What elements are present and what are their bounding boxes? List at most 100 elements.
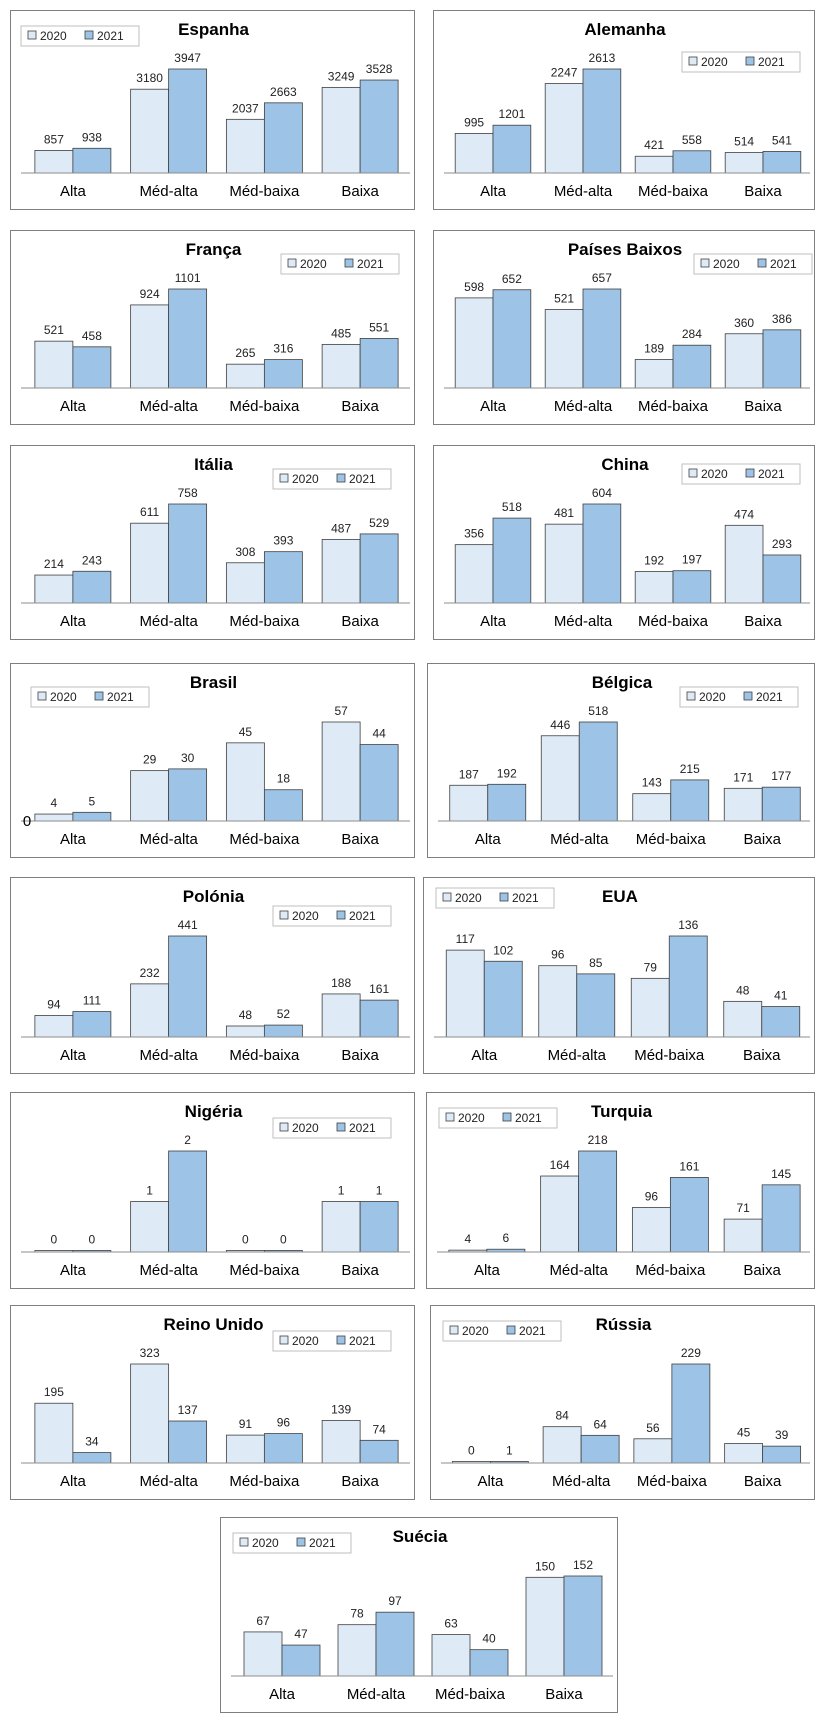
bar-baixa-2021 bbox=[762, 151, 802, 174]
bar-baixa-2020 bbox=[724, 1443, 764, 1464]
bar-med-alta-2020 bbox=[544, 523, 584, 604]
value-label-med-baixa-2020: 2037 bbox=[232, 101, 259, 115]
bar-med-alta-2020 bbox=[130, 1363, 170, 1464]
value-label-med-baixa-2020: 91 bbox=[239, 1417, 253, 1431]
value-label-med-baixa-2021: 215 bbox=[680, 762, 700, 776]
bar-med-alta-2020 bbox=[540, 735, 580, 822]
legend-box bbox=[681, 463, 801, 485]
value-label-med-baixa-2020: 96 bbox=[645, 1190, 659, 1204]
bar-baixa-2021 bbox=[359, 1439, 399, 1464]
bar-med-alta-2020 bbox=[337, 1624, 377, 1677]
legend-label-2020: 2020 bbox=[699, 690, 726, 704]
value-label-baixa-2020: 474 bbox=[734, 507, 754, 521]
bar-med-alta-2021 bbox=[168, 288, 208, 389]
category-label-med-alta: Méd-alta bbox=[548, 1047, 607, 1064]
chart-title: EUA bbox=[602, 887, 638, 906]
bar-med-baixa-2020 bbox=[225, 562, 265, 604]
bar-baixa-2021 bbox=[761, 1006, 801, 1038]
chart-panel-paises-baixos: Países Baixos 2020 2021 598 652 Alta 521 657 Méd… bbox=[433, 230, 815, 425]
legend-swatch-2020 bbox=[279, 1122, 289, 1132]
bar-med-baixa-2021 bbox=[469, 1649, 509, 1677]
category-label-med-alta: Méd-alta bbox=[139, 183, 198, 200]
bar-med-alta-2020 bbox=[130, 1201, 170, 1253]
value-label-med-alta-2021: 218 bbox=[588, 1133, 608, 1147]
category-label-baixa: Baixa bbox=[341, 1047, 379, 1064]
category-label-med-baixa: Méd-baixa bbox=[634, 1047, 705, 1064]
value-label-baixa-2020: 3249 bbox=[328, 69, 355, 83]
value-label-med-alta-2020: 84 bbox=[555, 1409, 569, 1423]
bar-med-baixa-2020 bbox=[634, 571, 674, 604]
chart-legend: 2020 2021 bbox=[272, 905, 392, 927]
legend-swatch-2021 bbox=[745, 56, 755, 66]
value-label-med-alta-2020: 611 bbox=[140, 505, 159, 519]
bar-med-alta-2021 bbox=[578, 721, 618, 822]
bar-baixa-2020 bbox=[723, 1218, 763, 1253]
chart-title: Brasil bbox=[190, 673, 237, 692]
value-label-alta-2021: 111 bbox=[83, 994, 102, 1008]
category-label-med-baixa: Méd-baixa bbox=[229, 613, 300, 630]
chart-svg-alemanha: Alemanha 2020 2021 995 1201 Alta 2247 2613 Méd-a… bbox=[444, 20, 810, 200]
chart-legend: 2020 2021 bbox=[693, 253, 813, 275]
legend-swatch-2020 bbox=[279, 473, 289, 483]
bar-med-baixa-2020 bbox=[630, 977, 670, 1038]
legend-swatch-2021 bbox=[336, 1122, 346, 1132]
legend-label-2021: 2021 bbox=[758, 55, 785, 69]
bar-alta-2021 bbox=[487, 783, 527, 822]
value-label-alta-2021: 518 bbox=[502, 500, 522, 514]
value-label-med-alta-2020: 29 bbox=[143, 753, 157, 767]
legend-box bbox=[681, 51, 801, 73]
value-label-alta-2020: 4 bbox=[465, 1232, 472, 1246]
value-label-alta-2021: 938 bbox=[82, 130, 102, 144]
chart-legend: 2020 2021 bbox=[280, 253, 400, 275]
legend-swatch-2021 bbox=[296, 1537, 306, 1547]
bar-med-alta-2021 bbox=[582, 68, 622, 174]
value-label-med-baixa-2020: 421 bbox=[644, 138, 664, 152]
legend-box bbox=[435, 887, 555, 909]
chart-svg-polonia: Polónia 2020 2021 94 111 Alta 232 441 Méd-alta 48… bbox=[21, 887, 410, 1064]
legend-swatch-2020 bbox=[287, 258, 297, 268]
legend-swatch-2020 bbox=[442, 892, 452, 902]
legend-box bbox=[272, 1117, 392, 1139]
chart-panel-brasil: Brasil 2020 2021 4 5 Alta 29 30 Méd-alta 45 18 Méd-… bbox=[10, 663, 415, 858]
value-label-baixa-2020: 71 bbox=[736, 1201, 750, 1215]
category-label-baixa: Baixa bbox=[341, 613, 379, 630]
category-label-baixa: Baixa bbox=[341, 398, 379, 415]
legend-label-2021: 2021 bbox=[349, 472, 376, 486]
value-label-baixa-2020: 171 bbox=[733, 770, 753, 784]
legend-swatch-2021 bbox=[743, 691, 753, 701]
bar-med-alta-2020 bbox=[130, 522, 170, 604]
bar-med-baixa-2020 bbox=[225, 742, 265, 822]
legend-label-2020: 2020 bbox=[701, 55, 728, 69]
bar-alta-2020 bbox=[34, 813, 74, 822]
value-label-alta-2021: 34 bbox=[85, 1435, 99, 1449]
bar-med-alta-2021 bbox=[582, 288, 622, 389]
value-label-med-alta-2021: 64 bbox=[593, 1417, 607, 1431]
bar-baixa-2020 bbox=[723, 787, 763, 822]
legend-box bbox=[272, 1330, 392, 1352]
value-label-med-alta-2020: 924 bbox=[140, 287, 160, 301]
category-label-med-alta: Méd-alta bbox=[139, 613, 198, 630]
value-label-baixa-2021: 161 bbox=[369, 982, 389, 996]
legend-swatch-2021 bbox=[336, 473, 346, 483]
chart-panel-belgica: Bélgica 2020 2021 187 192 Alta 446 518 Méd-alta 1… bbox=[427, 663, 815, 858]
category-label-baixa: Baixa bbox=[341, 1262, 379, 1279]
category-label-med-alta: Méd-alta bbox=[550, 831, 609, 848]
chart-title: China bbox=[601, 455, 649, 474]
bar-med-alta-2021 bbox=[576, 973, 616, 1038]
value-label-baixa-2021: 293 bbox=[772, 537, 792, 551]
bar-baixa-2021 bbox=[359, 338, 399, 389]
value-label-baixa-2021: 386 bbox=[772, 312, 792, 326]
bar-alta-2020 bbox=[454, 297, 494, 389]
category-label-med-baixa: Méd-baixa bbox=[229, 1262, 300, 1279]
bar-med-baixa-2021 bbox=[670, 779, 710, 822]
axis-min-label: 0 bbox=[23, 813, 31, 830]
legend-label-2021: 2021 bbox=[357, 257, 384, 271]
legend-swatch-2020 bbox=[239, 1537, 249, 1547]
legend-swatch-2020 bbox=[688, 56, 698, 66]
value-label-alta-2021: 5 bbox=[89, 794, 96, 808]
chart-svg-belgica: Bélgica 2020 2021 187 192 Alta 446 518 Méd-alta 1… bbox=[438, 673, 810, 848]
legend-swatch-2021 bbox=[94, 691, 104, 701]
chart-title: Alemanha bbox=[584, 20, 666, 39]
bar-baixa-2021 bbox=[762, 329, 802, 389]
legend-swatch-2021 bbox=[84, 30, 94, 40]
